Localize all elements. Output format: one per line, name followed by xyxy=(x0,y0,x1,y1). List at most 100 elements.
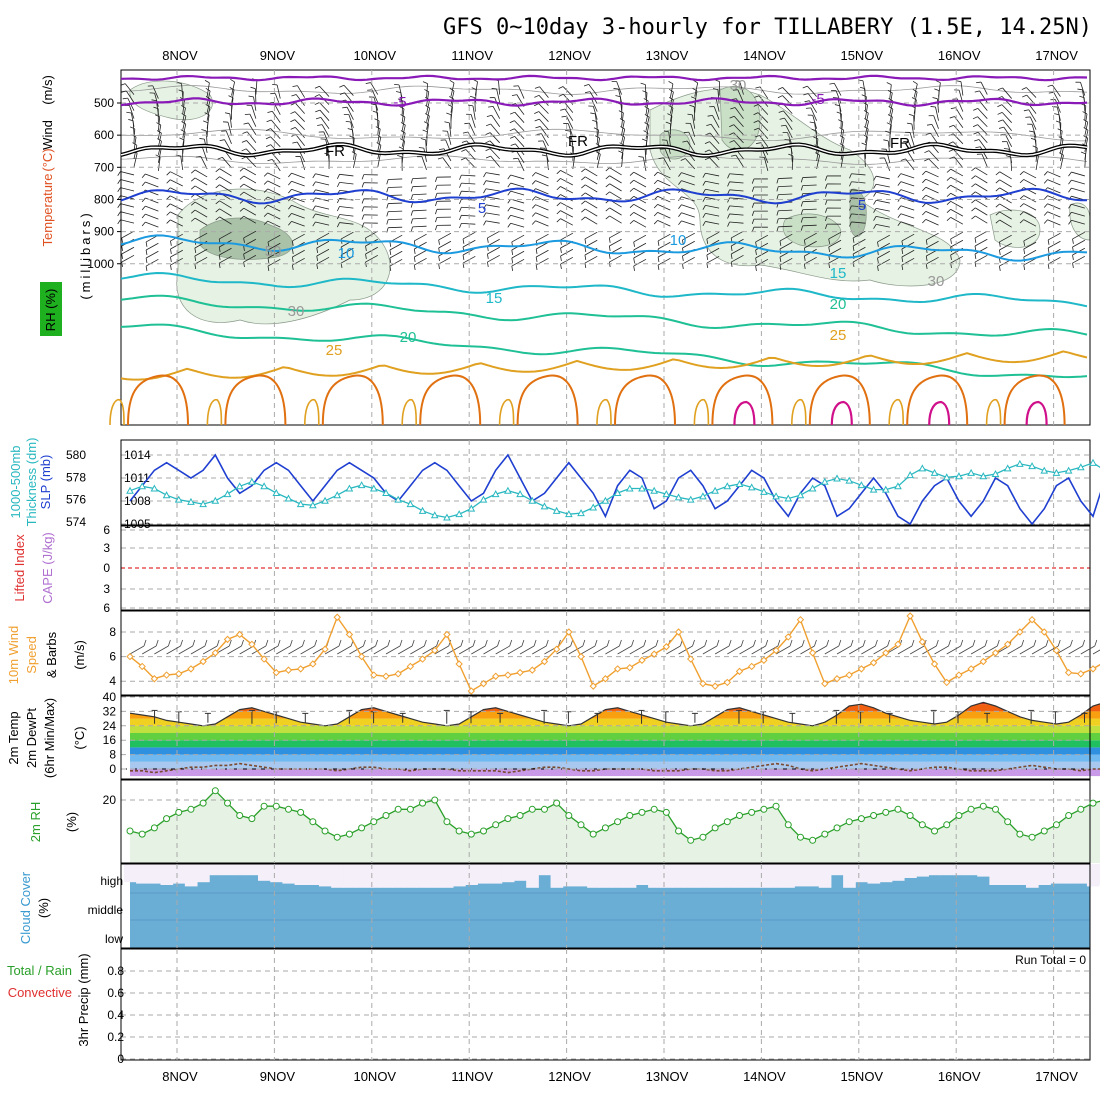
wind-barb-flag xyxy=(464,122,470,125)
wind-barb-flag xyxy=(825,207,828,213)
wind-barb-flag xyxy=(122,97,128,100)
thickness-point xyxy=(625,484,634,492)
wind-barb xyxy=(925,202,939,210)
wind-barb-flag xyxy=(849,213,852,219)
wind-barb-flag xyxy=(901,256,904,263)
wind-barb-flag xyxy=(1000,133,1006,136)
wind-barb xyxy=(267,242,281,251)
cloud-frame xyxy=(120,863,1091,949)
wind-barb xyxy=(609,175,622,184)
wind-barb-flag xyxy=(290,126,296,130)
wind-barb-10m xyxy=(361,645,376,655)
day-label-top: 12NOV xyxy=(548,48,591,63)
wind-barb-flag xyxy=(215,176,220,181)
wind10-point xyxy=(894,640,902,649)
cloud-high-gap xyxy=(1013,864,1027,885)
wind-barb xyxy=(120,171,135,176)
wind-barb-flag xyxy=(682,239,684,245)
wind-barb xyxy=(511,258,525,267)
wind-barb-flag xyxy=(1021,87,1027,90)
cloud-high-gap xyxy=(587,864,600,888)
temp-contour-30 xyxy=(127,374,189,426)
wind-barb-flag xyxy=(595,135,600,139)
wind-barb-flag xyxy=(702,205,706,210)
cape-ytick: 3 xyxy=(103,582,110,596)
wind-barb-10m-flag xyxy=(277,639,281,647)
wind-barb-flag xyxy=(132,142,138,146)
wind10-point xyxy=(150,675,159,683)
wind-barb-flag xyxy=(423,121,429,125)
wind-barb-flag xyxy=(376,142,382,146)
wind-barb-flag xyxy=(825,199,828,205)
wind-barb-10m xyxy=(983,645,998,655)
cape-ylabel: CAPE (J/kg) xyxy=(40,532,55,604)
wind-barb-flag xyxy=(239,215,245,220)
wind-barb xyxy=(490,155,501,168)
wind-barb-flag xyxy=(389,249,392,255)
rh2m-point xyxy=(345,830,353,838)
contour-label: 5 xyxy=(858,197,866,214)
thickness-point xyxy=(577,509,585,517)
wind-barb-flag xyxy=(753,112,759,116)
thickness-point xyxy=(443,513,451,521)
wind-barb-flag xyxy=(422,129,428,133)
wind-barb xyxy=(414,233,427,242)
wind10-point xyxy=(552,645,561,653)
wind-barb-flag xyxy=(828,238,830,244)
wind-barb xyxy=(371,89,379,103)
rh2m-point xyxy=(516,812,524,819)
wind-barb-flag xyxy=(642,90,648,94)
thickness-point xyxy=(1064,466,1073,474)
wind-barb-flag xyxy=(117,211,121,217)
wind-barb xyxy=(807,85,817,97)
wind-barb-flag xyxy=(509,136,515,139)
wind-barb-flag xyxy=(267,110,273,113)
wind-barb-flag xyxy=(447,104,453,108)
wind-barb-flag xyxy=(779,240,782,246)
wind-barb xyxy=(782,87,793,98)
cloud-high-gap xyxy=(830,864,844,876)
wind-barb xyxy=(681,196,695,202)
wind-barb-flag xyxy=(374,118,380,122)
wind-barb xyxy=(1047,219,1061,226)
wind-barb-flag xyxy=(668,105,674,109)
wind-barb xyxy=(1029,116,1037,130)
wind-barb-flag xyxy=(693,79,698,84)
temp-ytick: 0 xyxy=(109,762,116,776)
wind-barb-flag xyxy=(1032,145,1038,149)
wind-barb-flag xyxy=(1058,136,1064,140)
wind-barb-flag xyxy=(702,221,706,226)
wind-barb-flag xyxy=(995,187,1000,192)
wind-barb-flag xyxy=(314,94,320,98)
wind-barb-flag xyxy=(605,191,610,196)
wind-barb-flag xyxy=(191,169,196,174)
wind-barb-flag xyxy=(887,114,893,118)
wind-barb xyxy=(980,81,988,95)
wind-barb xyxy=(219,184,232,193)
wind-barb-10m xyxy=(1019,645,1035,655)
wind10-point xyxy=(431,646,439,655)
wind-barb xyxy=(414,241,427,250)
temp-contour-35 xyxy=(1025,400,1048,426)
wind-barb-flag xyxy=(613,88,619,90)
wind-barb-flag xyxy=(339,92,345,95)
wind-barb-flag xyxy=(422,81,428,84)
wind-barb-10m xyxy=(861,645,876,655)
wind-barb xyxy=(588,84,598,96)
rh2m-point xyxy=(967,805,975,813)
rh2m-point xyxy=(589,830,597,838)
wind-barb-flag xyxy=(828,262,830,269)
wind10-point xyxy=(370,671,378,679)
temp2m-ylabel-1: 2m Temp xyxy=(6,711,21,764)
wind-barb-flag xyxy=(351,151,357,155)
wind-barb-flag xyxy=(560,263,562,270)
wind-barb xyxy=(194,177,208,186)
wind-barb-flag xyxy=(839,143,845,147)
wind-barb xyxy=(485,196,500,200)
wind-barb-flag xyxy=(776,194,779,200)
wind-barb-flag xyxy=(753,127,759,131)
wind-barb-flag xyxy=(788,153,794,157)
wind-barb-flag xyxy=(1019,179,1024,184)
wind-barb-flag xyxy=(176,82,182,85)
wind-barb-flag xyxy=(729,132,734,136)
